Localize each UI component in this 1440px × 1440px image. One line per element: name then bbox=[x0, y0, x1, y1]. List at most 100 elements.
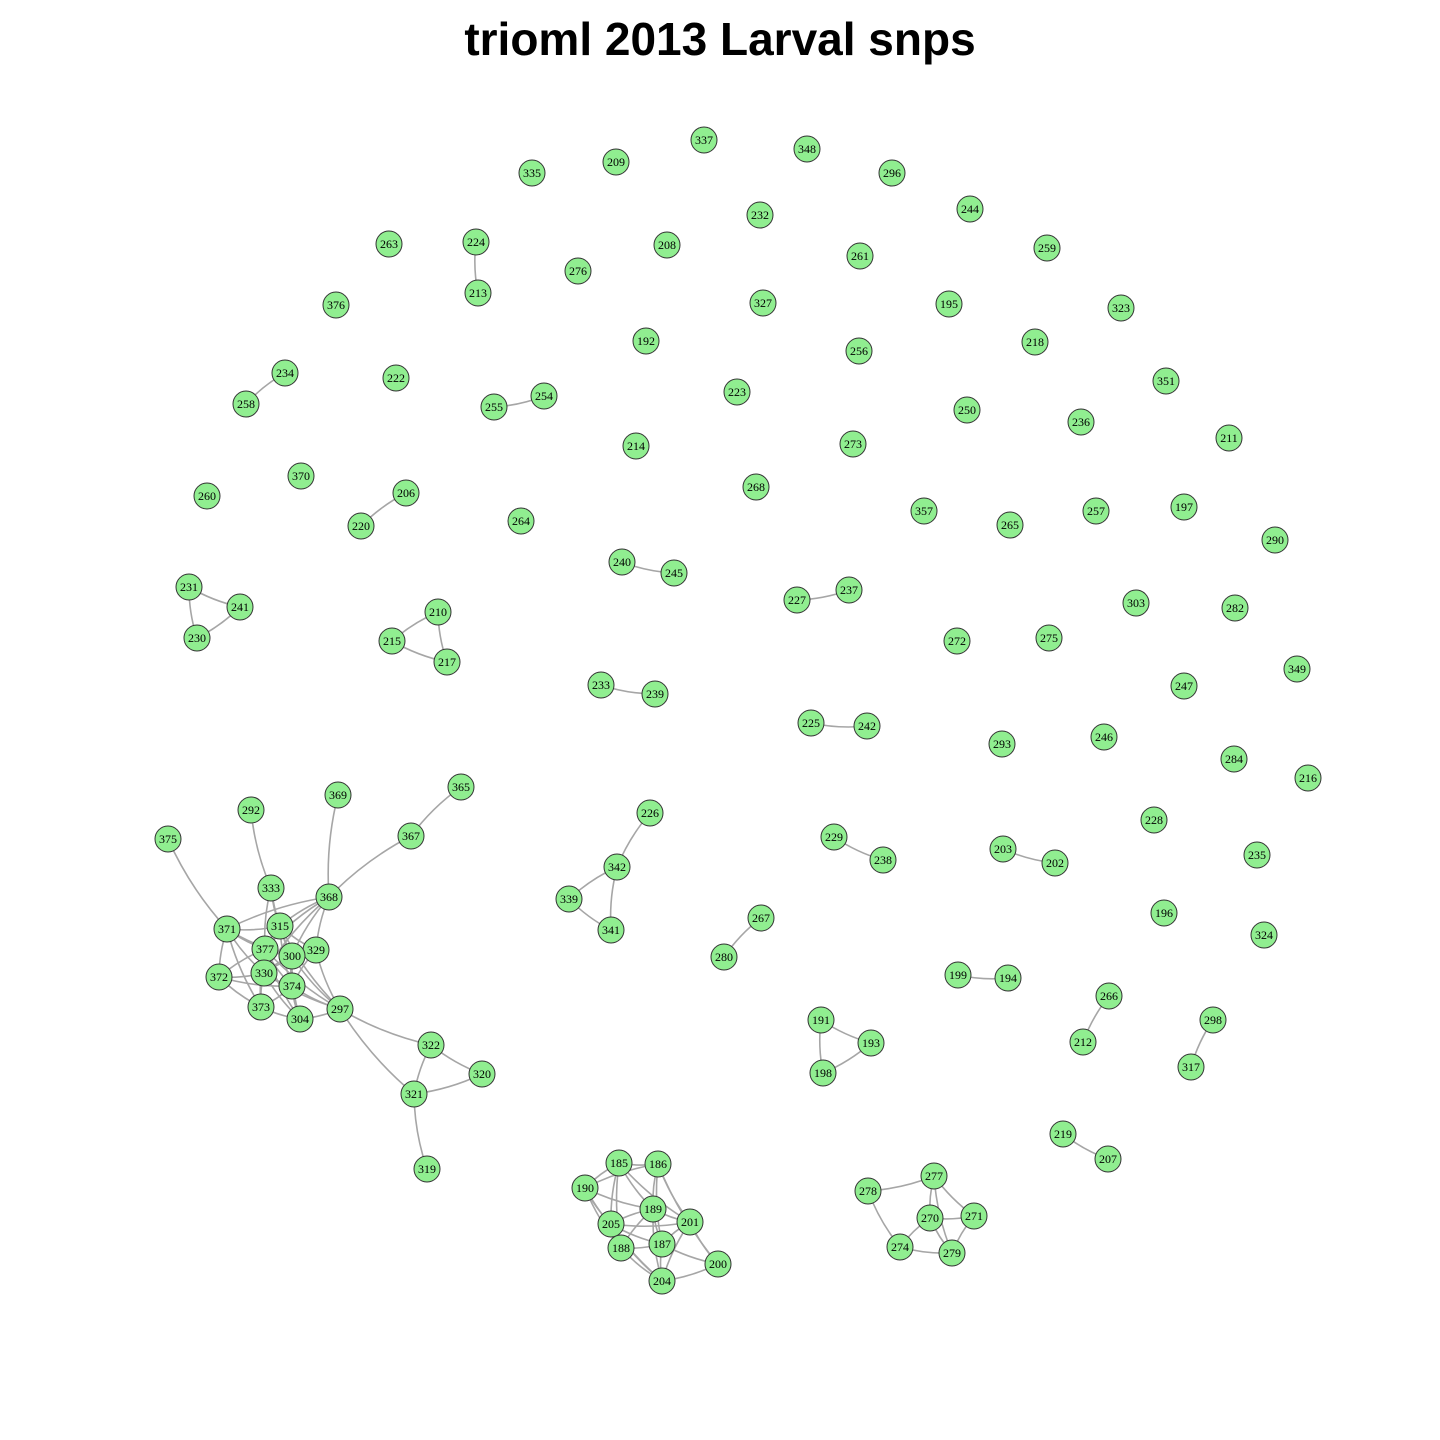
node-303: 303 bbox=[1122, 589, 1150, 617]
node-187: 187 bbox=[648, 1230, 676, 1258]
node-label-303: 303 bbox=[1127, 596, 1145, 610]
node-label-271: 271 bbox=[965, 1209, 983, 1223]
node-circle-205 bbox=[597, 1210, 625, 1238]
node-circle-317 bbox=[1177, 1053, 1205, 1081]
node-228: 228 bbox=[1140, 806, 1168, 834]
node-317: 317 bbox=[1177, 1053, 1205, 1081]
node-label-371: 371 bbox=[218, 922, 236, 936]
node-circle-296 bbox=[878, 159, 906, 187]
node-circle-259 bbox=[1033, 234, 1061, 262]
node-label-255: 255 bbox=[485, 400, 503, 414]
node-circle-222 bbox=[382, 364, 410, 392]
node-circle-257 bbox=[1082, 497, 1110, 525]
node-label-320: 320 bbox=[473, 1067, 491, 1081]
node-circle-357 bbox=[910, 497, 938, 525]
node-label-337: 337 bbox=[695, 133, 713, 147]
node-circle-371 bbox=[213, 915, 241, 943]
node-circle-244 bbox=[956, 195, 984, 223]
node-232: 232 bbox=[746, 201, 774, 229]
node-label-194: 194 bbox=[999, 971, 1017, 985]
node-label-292: 292 bbox=[242, 803, 260, 817]
node-label-217: 217 bbox=[438, 655, 456, 669]
node-circle-206 bbox=[392, 479, 420, 507]
node-circle-191 bbox=[807, 1006, 835, 1034]
node-label-333: 333 bbox=[262, 881, 280, 895]
node-circle-189 bbox=[639, 1195, 667, 1223]
node-label-210: 210 bbox=[429, 605, 447, 619]
node-label-273: 273 bbox=[844, 437, 862, 451]
node-217: 217 bbox=[433, 648, 461, 676]
node-label-215: 215 bbox=[383, 634, 401, 648]
node-circle-204 bbox=[648, 1267, 676, 1295]
node-label-207: 207 bbox=[1099, 1152, 1117, 1166]
node-327: 327 bbox=[749, 289, 777, 317]
node-circle-199 bbox=[944, 961, 972, 989]
node-circle-250 bbox=[953, 396, 981, 424]
node-259: 259 bbox=[1033, 234, 1061, 262]
node-circle-245 bbox=[660, 559, 688, 587]
edge-375-371 bbox=[167, 838, 228, 930]
node-circle-247 bbox=[1170, 672, 1198, 700]
node-circle-203 bbox=[989, 835, 1017, 863]
node-circle-216 bbox=[1294, 764, 1322, 792]
node-label-349: 349 bbox=[1288, 662, 1306, 676]
node-label-270: 270 bbox=[921, 1211, 939, 1225]
node-circle-369 bbox=[324, 781, 352, 809]
node-label-357: 357 bbox=[915, 504, 933, 518]
node-circle-284 bbox=[1220, 745, 1248, 773]
node-label-374: 374 bbox=[283, 979, 301, 993]
node-272: 272 bbox=[943, 627, 971, 655]
node-circle-234 bbox=[271, 359, 299, 387]
node-circle-240 bbox=[608, 548, 636, 576]
node-320: 320 bbox=[468, 1060, 496, 1088]
node-330: 330 bbox=[250, 959, 278, 987]
node-label-226: 226 bbox=[641, 806, 659, 820]
node-circle-193 bbox=[857, 1029, 885, 1057]
node-circle-223 bbox=[723, 378, 751, 406]
node-circle-198 bbox=[809, 1059, 837, 1087]
node-label-339: 339 bbox=[560, 892, 578, 906]
node-293: 293 bbox=[988, 730, 1016, 758]
node-261: 261 bbox=[846, 242, 874, 270]
node-circle-275 bbox=[1035, 624, 1063, 652]
node-circle-348 bbox=[793, 135, 821, 163]
node-circle-327 bbox=[749, 289, 777, 317]
node-201: 201 bbox=[676, 1208, 704, 1236]
node-365: 365 bbox=[447, 773, 475, 801]
node-label-258: 258 bbox=[237, 397, 255, 411]
node-276: 276 bbox=[564, 257, 592, 285]
node-label-348: 348 bbox=[798, 142, 816, 156]
node-290: 290 bbox=[1261, 526, 1289, 554]
node-212: 212 bbox=[1069, 1028, 1097, 1056]
node-label-367: 367 bbox=[402, 829, 420, 843]
node-label-237: 237 bbox=[840, 583, 858, 597]
node-circle-300 bbox=[278, 942, 306, 970]
edge-367-368 bbox=[328, 835, 412, 898]
node-260: 260 bbox=[193, 482, 221, 510]
node-circle-228 bbox=[1140, 806, 1168, 834]
node-label-247: 247 bbox=[1175, 679, 1193, 693]
node-circle-342 bbox=[603, 853, 631, 881]
node-label-256: 256 bbox=[850, 344, 868, 358]
node-377: 377 bbox=[251, 935, 279, 963]
node-circle-335 bbox=[518, 159, 546, 187]
node-circle-188 bbox=[607, 1234, 635, 1262]
node-297: 297 bbox=[326, 995, 354, 1023]
node-207: 207 bbox=[1094, 1145, 1122, 1173]
node-284: 284 bbox=[1220, 745, 1248, 773]
node-circle-211 bbox=[1215, 424, 1243, 452]
node-220: 220 bbox=[347, 512, 375, 540]
node-label-191: 191 bbox=[812, 1013, 830, 1027]
node-label-257: 257 bbox=[1087, 504, 1105, 518]
node-194: 194 bbox=[994, 964, 1022, 992]
node-label-218: 218 bbox=[1026, 335, 1044, 349]
node-circle-194 bbox=[994, 964, 1022, 992]
node-241: 241 bbox=[226, 593, 254, 621]
node-circle-225 bbox=[797, 709, 825, 737]
node-190: 190 bbox=[571, 1174, 599, 1202]
node-label-213: 213 bbox=[469, 286, 487, 300]
node-211: 211 bbox=[1215, 424, 1243, 452]
node-circle-270 bbox=[916, 1204, 944, 1232]
node-185: 185 bbox=[605, 1149, 633, 1177]
node-195: 195 bbox=[935, 290, 963, 318]
